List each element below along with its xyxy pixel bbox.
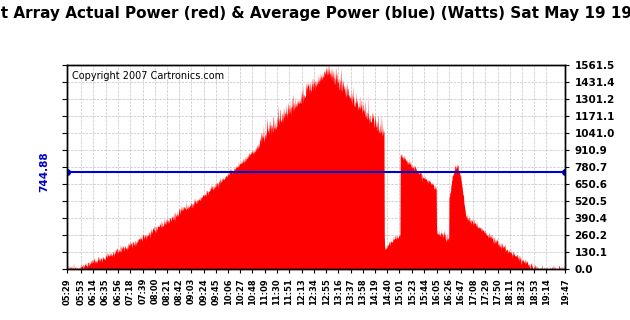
Text: East Array Actual Power (red) & Average Power (blue) (Watts) Sat May 19 19:50: East Array Actual Power (red) & Average … — [0, 6, 630, 21]
Text: 744.88: 744.88 — [40, 151, 50, 192]
Text: Copyright 2007 Cartronics.com: Copyright 2007 Cartronics.com — [72, 71, 224, 81]
